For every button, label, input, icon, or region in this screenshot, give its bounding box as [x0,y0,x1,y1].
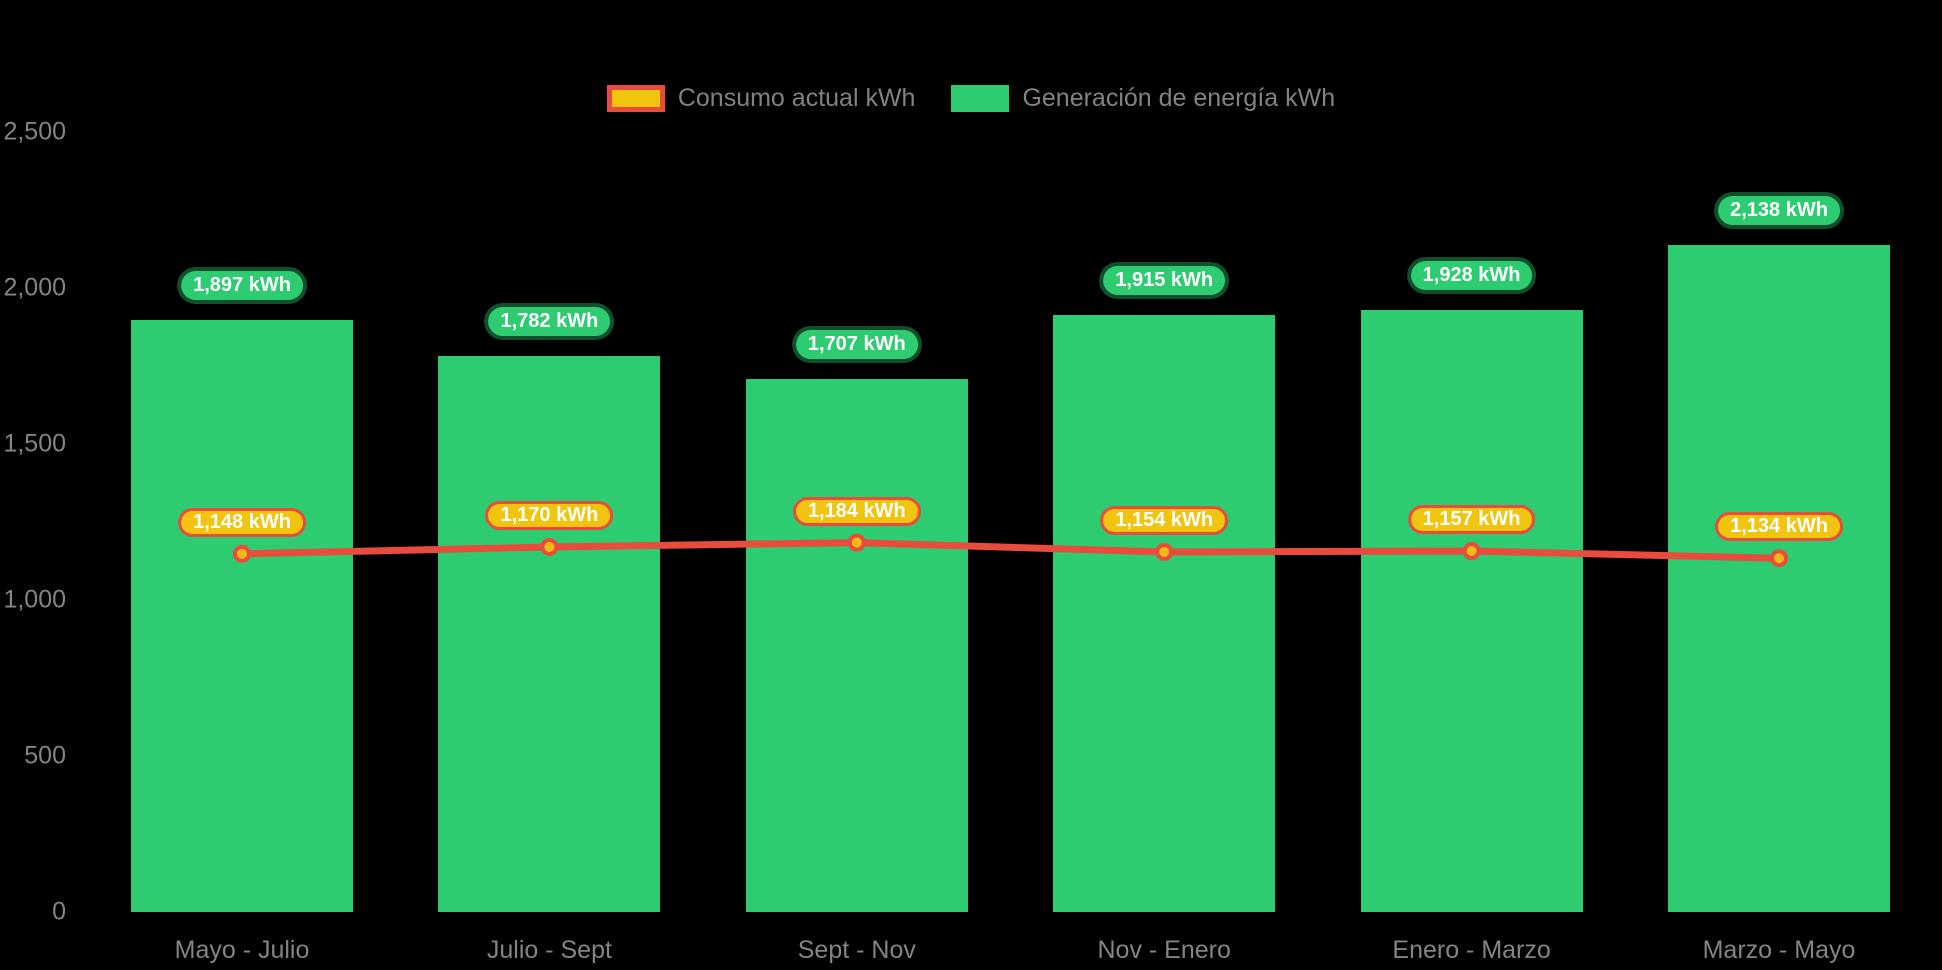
legend-label: Generación de energía kWh [1022,84,1336,112]
legend: Consumo actual kWh Generación de energía … [0,84,1942,113]
x-axis-label: Nov - Enero [1097,936,1231,964]
y-tick-label: 500 [24,741,66,770]
y-tick-label: 1,000 [3,585,66,614]
x-axis-label: Enero - Marzo [1392,936,1551,964]
line-value-badge: 1,170 kWh [485,500,614,530]
x-axis-label: Mayo - Julio [174,936,310,964]
bar-generacion[interactable] [1360,310,1583,912]
legend-swatch-generacion [951,85,1010,112]
line-value-badge: 1,148 kWh [178,507,306,537]
bar-value-badge: 1,707 kWh [795,330,918,360]
bar-generacion[interactable] [745,379,968,912]
y-tick-label: 2,000 [3,273,66,302]
bar-generacion[interactable] [438,356,661,912]
bar-value-badge: 1,915 kWh [1103,265,1226,295]
bar-generacion[interactable] [1053,314,1276,912]
line-value-badge: 1,134 kWh [1715,512,1843,542]
y-tick-label: 0 [52,897,66,926]
legend-swatch-consumo [606,85,665,112]
y-tick-label: 2,500 [3,117,66,146]
line-value-badge: 1,184 kWh [792,496,921,526]
bar-generacion[interactable] [1668,244,1890,912]
x-axis-label: Sept - Nov [797,936,916,964]
line-value-badge: 1,157 kWh [1407,505,1536,535]
bar-value-badge: 2,138 kWh [1718,195,1840,225]
bar-value-badge: 1,928 kWh [1410,261,1533,291]
legend-item-consumo[interactable]: Consumo actual kWh [606,84,916,113]
y-axis: 0 500 1,000 1,500 2,000 2,500 [0,0,66,970]
line-value-badge: 1,154 kWh [1100,505,1229,535]
bar-generacion[interactable] [131,320,353,912]
legend-label: Consumo actual kWh [677,84,916,112]
bar-value-badge: 1,897 kWh [181,271,303,301]
legend-item-generacion[interactable]: Generación de energía kWh [951,84,1335,113]
bar-value-badge: 1,782 kWh [488,307,611,337]
y-tick-label: 1,500 [3,429,66,458]
x-axis-label: Marzo - Mayo [1702,936,1856,964]
x-axis-label: Julio - Sept [486,936,612,964]
